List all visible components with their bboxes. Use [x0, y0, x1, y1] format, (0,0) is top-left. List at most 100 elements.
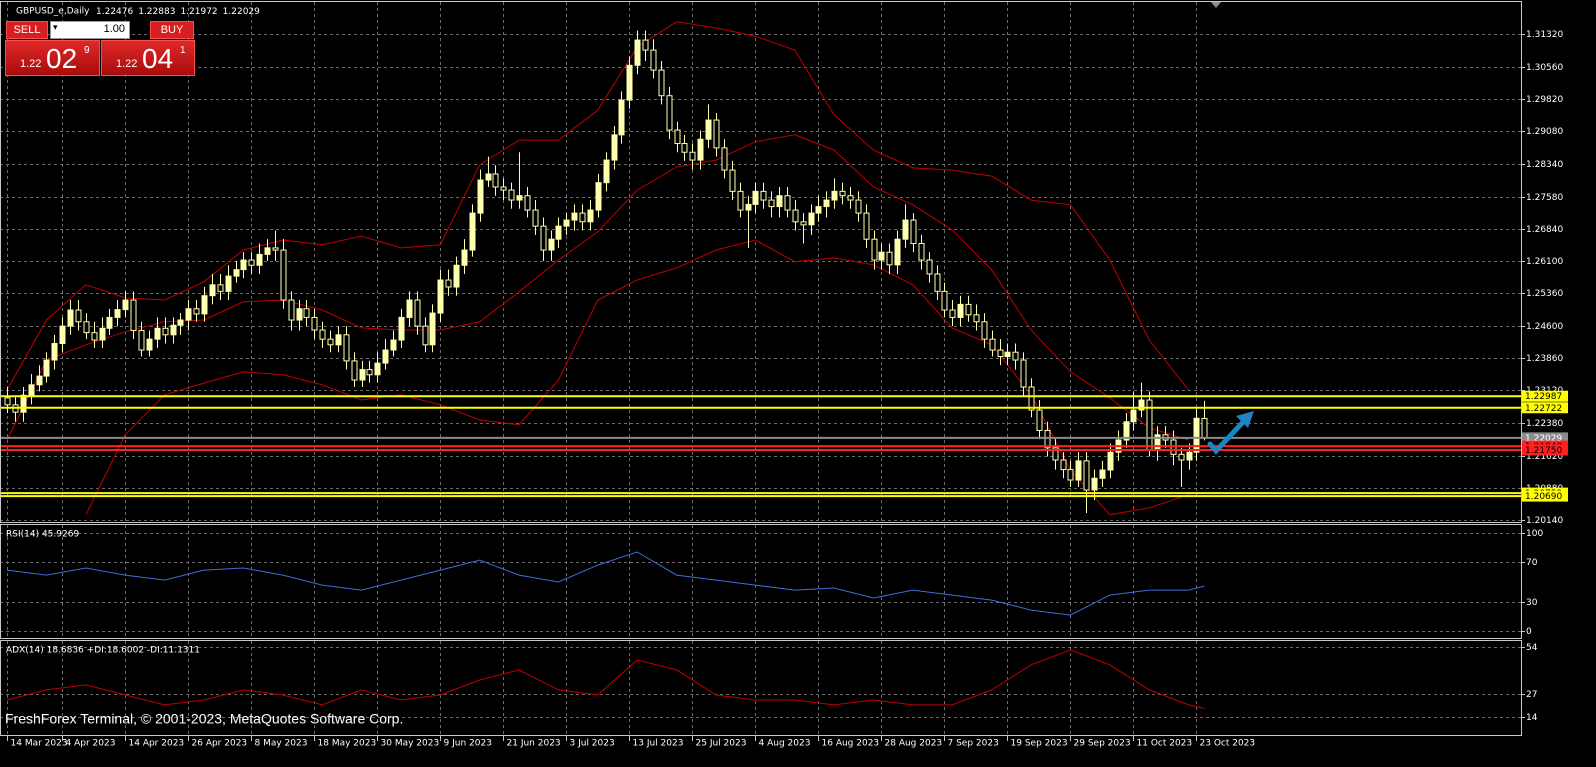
level-label: 1.22722: [1525, 404, 1562, 414]
x-tick-label: 19 Sep 2023: [1011, 739, 1068, 749]
x-tick-label: 9 Jun 2023: [444, 739, 492, 749]
candle-body: [311, 316, 318, 331]
candle-body: [831, 190, 838, 201]
candle-body: [878, 251, 885, 261]
level-label-bg: [1522, 432, 1568, 444]
candle-body: [815, 206, 822, 214]
candle-body: [406, 299, 413, 318]
candle-body: [603, 159, 610, 184]
bid-frac: 9: [84, 45, 90, 56]
candle-body: [658, 69, 665, 97]
candle-body: [618, 99, 625, 136]
candle-body: [130, 299, 137, 331]
candle-body: [697, 138, 704, 161]
candle-body: [800, 221, 807, 226]
lots-down[interactable]: ▾: [53, 22, 58, 32]
candle-body: [776, 195, 783, 208]
level-label: 1.21750: [1525, 446, 1562, 456]
candle-body: [1201, 417, 1208, 439]
candle-body: [997, 349, 1004, 358]
candle-body: [500, 186, 507, 191]
level-label: 1.22987: [1525, 392, 1562, 402]
y-tick-label: 1.28340: [1526, 160, 1563, 170]
candle-body: [1060, 459, 1067, 471]
level-label-bg: [1522, 390, 1568, 402]
y-tick-label: 14: [1526, 713, 1538, 723]
candle-body: [327, 338, 334, 346]
candle-body: [319, 329, 326, 340]
level-label: 1.22029: [1525, 434, 1562, 444]
candle-body: [288, 299, 295, 321]
candle-body: [114, 309, 121, 318]
candle-body: [122, 299, 129, 311]
candle-body: [1036, 409, 1043, 431]
sell-button[interactable]: SELL: [6, 21, 48, 39]
ohlc-header: 1.22476 1.22883 1.21972 1.22029: [96, 7, 260, 17]
ask-box[interactable]: 1.22 04 1: [101, 40, 195, 76]
candle-body: [477, 179, 484, 214]
y-tick-label: 1.23860: [1526, 354, 1563, 364]
candle-body: [863, 212, 870, 240]
lots-box[interactable]: ▾ 1.00: [50, 21, 130, 39]
y-tick-label: 0: [1526, 627, 1532, 637]
candle-body: [20, 394, 27, 413]
candle-body: [1170, 439, 1177, 455]
candle-body: [351, 360, 358, 381]
x-tick-label: 14 Mar 2023: [11, 739, 68, 749]
candle-body: [855, 199, 862, 214]
x-tick-label: 3 Jul 2023: [570, 739, 615, 749]
candle-body: [256, 253, 263, 266]
candle-body: [437, 279, 444, 314]
x-tick-label: 30 May 2023: [381, 739, 440, 749]
candle-body: [225, 275, 232, 292]
candle-body: [75, 309, 82, 323]
band-lower: [85, 239, 1189, 516]
y-tick-label: 1.26840: [1526, 225, 1563, 235]
candle-body: [28, 384, 35, 396]
bid-box[interactable]: 1.22 02 9: [5, 40, 100, 76]
candle-body: [67, 309, 74, 327]
candle-body: [209, 284, 216, 297]
candle-body: [106, 316, 113, 329]
candle-body: [871, 238, 878, 261]
candle-body: [335, 334, 342, 346]
candle-body: [217, 284, 224, 292]
candle-body: [201, 295, 208, 315]
candle-body: [823, 199, 830, 208]
y-tick-label: 27: [1526, 690, 1537, 700]
ohlc-value: 1.22029: [223, 7, 260, 17]
candle-body: [642, 39, 649, 51]
trend-arrow: [1207, 418, 1247, 455]
candle-body: [626, 64, 633, 101]
candle-body: [666, 95, 673, 131]
candle-body: [99, 327, 106, 341]
x-tick-label: 4 Aug 2023: [759, 739, 811, 749]
candle-body: [965, 303, 972, 316]
rsi-frame: [0, 524, 1522, 639]
level-label: 1.20690: [1525, 492, 1562, 502]
candle-body: [390, 339, 397, 351]
candle-body: [650, 49, 657, 71]
price-plot: [4, 21, 1208, 516]
y-tick-label: 70: [1526, 558, 1538, 568]
copyright: FreshForex Terminal, © 2001-2023, MetaQu…: [5, 711, 403, 727]
candle-body: [839, 190, 846, 197]
candle-body: [382, 349, 389, 364]
level-label-bg: [1522, 490, 1568, 502]
buy-button[interactable]: BUY: [150, 21, 194, 39]
candle-body: [973, 314, 980, 323]
x-tick-label: 14 Apr 2023: [129, 739, 185, 749]
y-tick-label: 1.29080: [1526, 127, 1563, 137]
trend-arrow-head: [1236, 411, 1254, 428]
candle-body: [1020, 359, 1027, 388]
candle-body: [374, 362, 381, 376]
lots-value[interactable]: 1.00: [103, 23, 125, 35]
x-tick-label: 13 Jul 2023: [633, 739, 684, 749]
main-frame: [0, 1, 1522, 523]
candle-body: [4, 397, 11, 406]
y-tick-label: 1.29820: [1526, 95, 1563, 105]
candle-body: [681, 143, 688, 153]
candle-body: [745, 203, 752, 211]
candle-body: [737, 190, 744, 211]
